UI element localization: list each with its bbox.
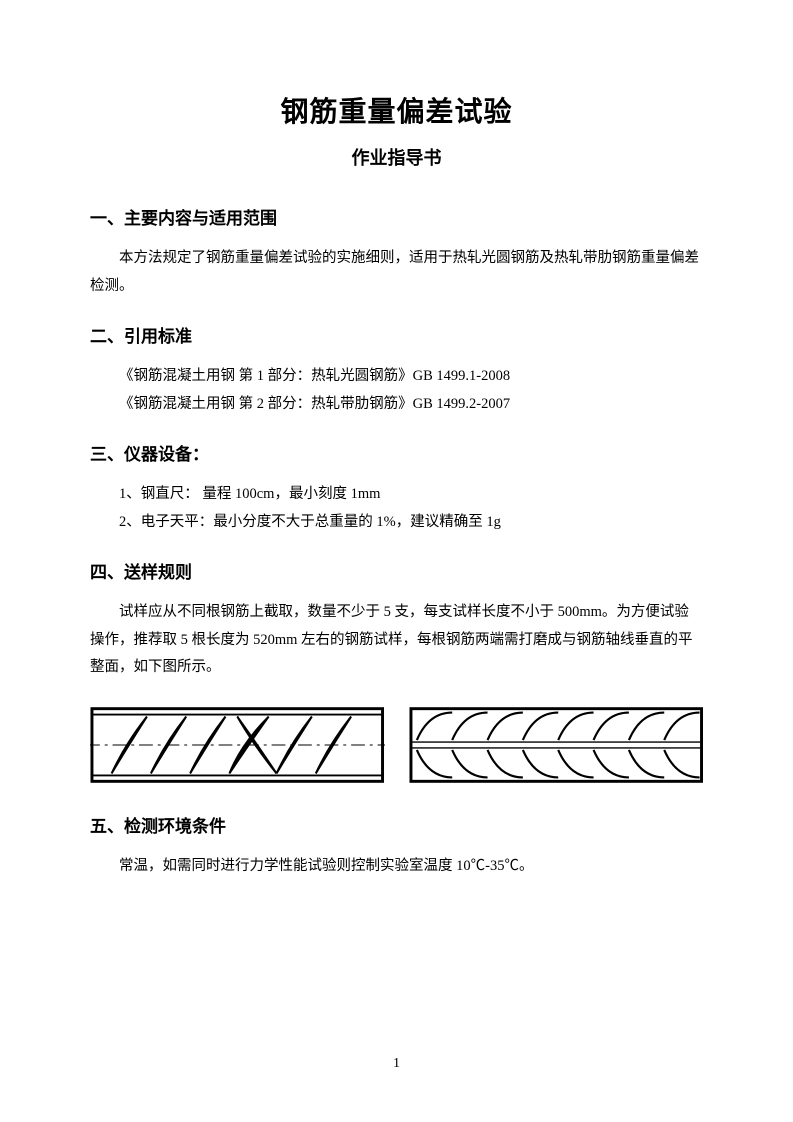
rebar-figure-row — [90, 700, 703, 790]
section-5-heading: 五、检测环境条件 — [90, 812, 703, 837]
reference-line: 《钢筋混凝土用钢 第 1 部分：热轧光圆钢筋》GB 1499.1-2008 — [119, 363, 703, 391]
document-subtitle: 作业指导书 — [90, 144, 703, 170]
equipment-line: 2、电子天平：最小分度不大于总重量的 1%，建议精确至 1g — [119, 509, 703, 537]
reference-line: 《钢筋混凝土用钢 第 2 部分：热轧带肋钢筋》GB 1499.2-2007 — [119, 391, 703, 419]
section-4-heading: 四、送样规则 — [90, 558, 703, 583]
equipment-line: 1、钢直尺： 量程 100cm，最小刻度 1mm — [119, 481, 703, 509]
section-4-body: 试样应从不同根钢筋上截取，数量不少于 5 支，每支试样长度不小于 500mm。为… — [90, 599, 703, 682]
section-2-heading: 二、引用标准 — [90, 322, 703, 347]
section-1-body: 本方法规定了钢筋重量偏差试验的实施细则，适用于热轧光圆钢筋及热轧带肋钢筋重量偏差… — [90, 245, 703, 300]
rebar-right-illustration — [409, 700, 704, 790]
document-title: 钢筋重量偏差试验 — [90, 90, 703, 130]
section-3-heading: 三、仪器设备： — [90, 440, 703, 465]
page-number: 1 — [0, 1056, 793, 1072]
section-1-heading: 一、主要内容与适用范围 — [90, 204, 703, 229]
rebar-left-illustration — [90, 700, 385, 790]
section-5-body: 常温，如需同时进行力学性能试验则控制实验室温度 10℃-35℃。 — [90, 853, 703, 881]
